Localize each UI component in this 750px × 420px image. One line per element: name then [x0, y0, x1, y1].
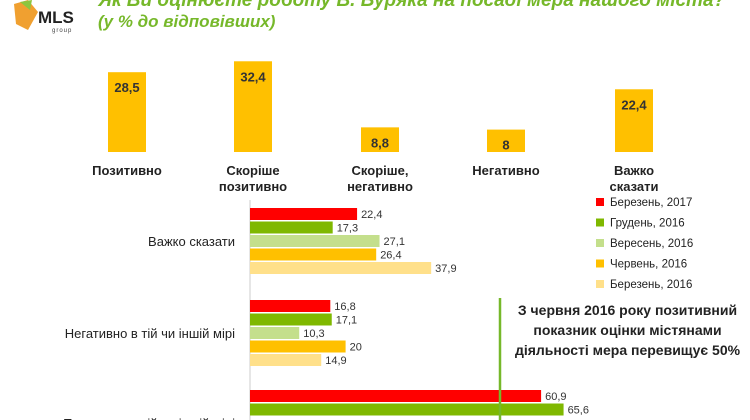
bar-value-label: 60,9 — [545, 391, 566, 403]
top-bar — [487, 129, 525, 152]
top-category-label: Скоріше — [226, 163, 279, 178]
category-label: Позитивно в тій чи іншій мірі — [63, 416, 235, 420]
category-label: Важко сказати — [148, 234, 235, 249]
top-category-label: Негативно — [472, 163, 539, 178]
top-category-label: негативно — [347, 179, 413, 194]
top-bar — [361, 127, 399, 152]
bar — [250, 340, 346, 353]
bar-value-label: 27,1 — [384, 236, 405, 248]
bar-value-label: 10,3 — [303, 328, 324, 340]
top-bar-value: 8 — [502, 138, 509, 153]
top-category-label: Позитивно — [92, 163, 162, 178]
bar — [250, 313, 332, 326]
annotation-note: З червня 2016 року позитивний показник о… — [514, 302, 741, 358]
top-bar — [234, 61, 272, 152]
bar-value-label: 22,4 — [361, 209, 382, 221]
legend-swatch — [596, 239, 604, 247]
top-bar — [615, 89, 653, 152]
bar — [250, 208, 358, 220]
bar-value-label: 65,6 — [568, 405, 589, 417]
legend-label: Березень, 2017 — [610, 197, 692, 209]
bar-value-label: 16,8 — [334, 301, 355, 313]
page-title: Як Ви оцінюєте роботу В. Буряка на посад… — [98, 0, 726, 11]
top-bar — [108, 72, 146, 152]
logo-text: MLS — [38, 8, 74, 27]
bar-value-label: 26,4 — [380, 250, 401, 262]
top-bar-value: 32,4 — [240, 69, 266, 84]
category-label: Негативно в тій чи іншій мірі — [65, 326, 235, 341]
legend-swatch — [596, 259, 604, 268]
bar — [250, 403, 564, 416]
bar-value-label: 37,9 — [435, 263, 456, 275]
bar-value-label: 17,1 — [336, 315, 357, 327]
legend-swatch — [596, 280, 604, 288]
bar-value-label: 14,9 — [325, 355, 346, 367]
top-category-label: позитивно — [219, 179, 287, 194]
legend-label: Вересень, 2016 — [610, 238, 693, 250]
bar-value-label: 20 — [350, 342, 362, 354]
top-bar-value: 8,8 — [371, 135, 389, 150]
top-category-label: Важко — [614, 163, 654, 178]
logo: MLS group — [10, 0, 74, 36]
legend-label: Березень, 2016 — [610, 279, 692, 291]
bar — [250, 262, 432, 274]
bar — [250, 390, 542, 402]
top-category-label: сказати — [609, 179, 658, 194]
top-bar-value: 22,4 — [621, 97, 647, 112]
legend-swatch — [596, 218, 604, 227]
bar-value-label: 17,3 — [337, 223, 358, 235]
bar — [250, 300, 331, 312]
bar — [250, 221, 333, 234]
legend-swatch — [596, 198, 604, 206]
top-bar-value: 28,5 — [114, 80, 139, 95]
bar — [250, 248, 377, 261]
bar — [250, 235, 380, 247]
bar — [250, 327, 300, 339]
page-subtitle: (у % до відповівших) — [98, 12, 276, 31]
logo-sub: group — [52, 28, 73, 34]
legend-label: Червень, 2016 — [610, 259, 687, 271]
top-category-label: Скоріше, — [352, 163, 409, 178]
bar — [250, 354, 322, 366]
legend-label: Грудень, 2016 — [610, 218, 685, 230]
